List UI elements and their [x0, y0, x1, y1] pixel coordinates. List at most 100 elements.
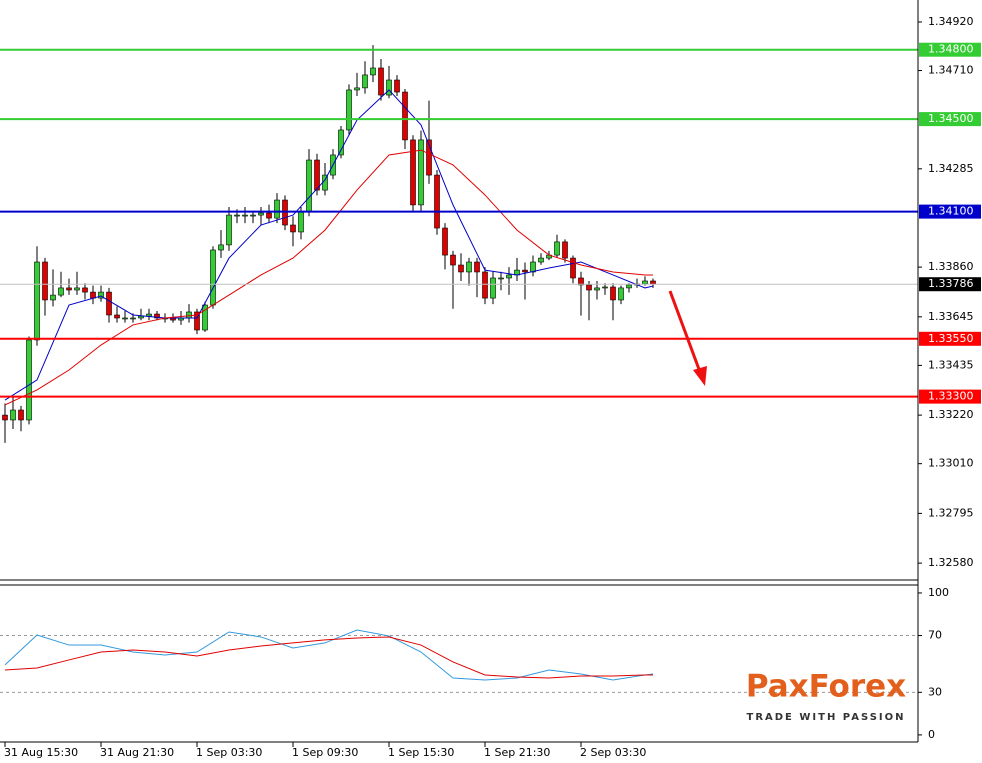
candle-body [506, 274, 512, 279]
logo-tagline: TRADE WITH PASSION [747, 712, 906, 723]
x-tick-label: 1 Sep 03:30 [196, 746, 262, 759]
x-tick-label: 31 Aug 21:30 [100, 746, 174, 759]
candle-body [338, 129, 344, 156]
indicator-line [4, 636, 653, 679]
candle-body [530, 261, 536, 273]
candle-body [58, 287, 64, 296]
level-label: 1.33550 [928, 332, 974, 345]
candle-body [474, 261, 480, 273]
candle-body [426, 139, 432, 176]
candle-body [314, 159, 320, 191]
candle-body [2, 414, 8, 421]
candle-body [602, 286, 608, 289]
candle-body [498, 277, 504, 280]
last-price-box [919, 277, 981, 292]
candle-body [642, 280, 648, 285]
candle-body [242, 214, 248, 217]
level-label: 1.34800 [928, 43, 974, 56]
candle-body [266, 212, 272, 219]
level-label: 1.33300 [928, 390, 974, 403]
candle-body [450, 254, 456, 266]
candle-body [562, 241, 568, 259]
x-tick-label: 31 Aug 15:30 [4, 746, 78, 759]
y-tick-label: 0 [928, 728, 935, 741]
candle-body [250, 214, 256, 217]
candle-body [154, 313, 160, 319]
level-label: 1.34500 [928, 112, 974, 125]
y-tick-label: 30 [928, 685, 942, 698]
candle-body [306, 159, 312, 213]
candle-body [418, 139, 424, 206]
candle-body [66, 287, 72, 291]
candle-body [114, 314, 120, 319]
candle-body [554, 241, 560, 256]
candle-body [34, 261, 40, 341]
candle-body [522, 269, 528, 273]
candle-body [82, 287, 88, 293]
y-tick-label: 1.34285 [928, 162, 974, 175]
candle-body [346, 89, 352, 131]
candle-body [410, 139, 416, 206]
candle-body [538, 257, 544, 263]
x-tick-label: 1 Sep 09:30 [292, 746, 358, 759]
candle-body [290, 224, 296, 233]
candle-body [466, 261, 472, 273]
candle-body [482, 271, 488, 299]
moving-average [4, 149, 653, 406]
candle-body [594, 287, 600, 291]
y-tick-label: 1.33010 [928, 457, 974, 470]
candle-body [570, 257, 576, 279]
level-box [919, 331, 981, 346]
candle-body [210, 249, 216, 306]
candle-body [226, 214, 232, 246]
candle-body [10, 409, 16, 421]
level-box [919, 389, 981, 404]
candle-body [130, 317, 136, 320]
candle-body [186, 311, 192, 319]
candle-body [386, 79, 392, 96]
candle-body [610, 286, 616, 301]
x-tick-label: 2 Sep 03:30 [580, 746, 646, 759]
candle-body [258, 212, 264, 216]
y-tick-label: 1.33220 [928, 408, 974, 421]
last-price-label: 1.33786 [928, 277, 974, 290]
candle-body [50, 294, 56, 301]
x-tick-label: 1 Sep 15:30 [388, 746, 454, 759]
indicator-line [4, 629, 654, 681]
candle-body [274, 199, 280, 219]
level-label: 1.34100 [928, 205, 974, 218]
candle-body [298, 211, 304, 233]
candle-body [98, 291, 104, 299]
candle-body [370, 67, 376, 76]
forecast-arrow [668, 290, 707, 386]
y-tick-label: 1.33860 [928, 260, 974, 273]
candle-body [402, 91, 408, 141]
candle-body [42, 261, 48, 301]
y-tick-label: 1.33435 [928, 358, 974, 371]
candle-body [578, 277, 584, 286]
candle-body [18, 409, 24, 421]
candle-body [194, 311, 200, 331]
candle-body [362, 74, 368, 89]
candle-body [442, 227, 448, 256]
candle-body [458, 264, 464, 273]
y-tick-label: 1.32795 [928, 506, 974, 519]
candle-body [218, 244, 224, 251]
candle-body [394, 79, 400, 93]
y-tick-label: 1.33645 [928, 310, 974, 323]
candle-body [354, 87, 360, 91]
candle-body [74, 287, 80, 291]
candle-body [138, 315, 144, 319]
logo-brand: PaxForex [746, 669, 906, 705]
moving-average [4, 89, 654, 401]
candle-body [626, 284, 632, 289]
y-tick-label: 70 [928, 629, 942, 642]
x-tick-label: 1 Sep 21:30 [484, 746, 550, 759]
y-tick-label: 1.34920 [928, 15, 974, 28]
candle-body [122, 317, 128, 320]
candle-body [490, 277, 496, 299]
plot-area [0, 45, 918, 693]
y-tick-label: 1.34710 [928, 64, 974, 77]
